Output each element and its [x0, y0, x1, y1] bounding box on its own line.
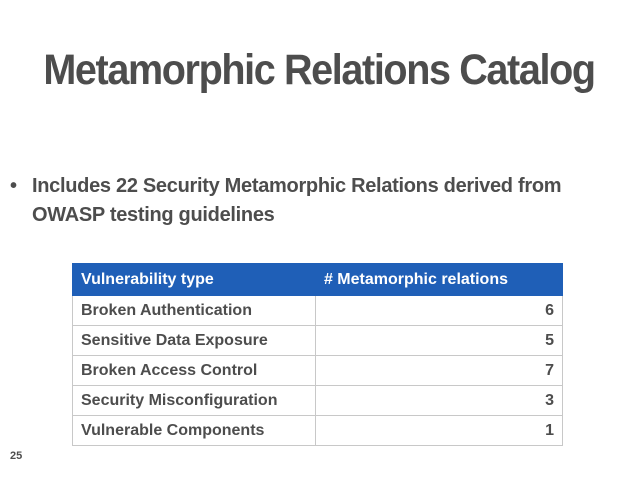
vulnerability-type-cell: Security Misconfiguration [72, 385, 316, 416]
page-number: 25 [10, 450, 23, 462]
header-vulnerability-type: Vulnerability type [72, 263, 316, 296]
bullet-list: • Includes 22 Security Metamorphic Relat… [10, 172, 610, 230]
relation-count-cell: 7 [314, 355, 564, 386]
relation-count-cell: 3 [314, 385, 564, 416]
bullet-item: • Includes 22 Security Metamorphic Relat… [10, 172, 610, 230]
relation-count-cell: 5 [314, 325, 564, 356]
vulnerability-table: Vulnerability type # Metamorphic relatio… [72, 263, 564, 446]
table-row: Vulnerable Components 1 [72, 415, 564, 446]
slide-title: Metamorphic Relations Catalog [43, 46, 596, 94]
relation-count-cell: 1 [314, 415, 564, 446]
table-row: Broken Authentication 6 [72, 295, 564, 326]
table-row: Sensitive Data Exposure 5 [72, 325, 564, 356]
table-row: Broken Access Control 7 [72, 355, 564, 386]
vulnerability-type-cell: Sensitive Data Exposure [72, 325, 316, 356]
table-row: Security Misconfiguration 3 [72, 385, 564, 416]
table-header-row: Vulnerability type # Metamorphic relatio… [72, 263, 564, 296]
vulnerability-type-cell: Broken Access Control [72, 355, 316, 386]
bullet-icon: • [10, 175, 17, 197]
vulnerability-type-cell: Vulnerable Components [72, 415, 316, 446]
vulnerability-type-cell: Broken Authentication [72, 295, 316, 326]
relation-count-cell: 6 [314, 295, 564, 326]
header-metamorphic-relations: # Metamorphic relations [314, 263, 564, 296]
bullet-text: Includes 22 Security Metamorphic Relatio… [32, 175, 562, 226]
